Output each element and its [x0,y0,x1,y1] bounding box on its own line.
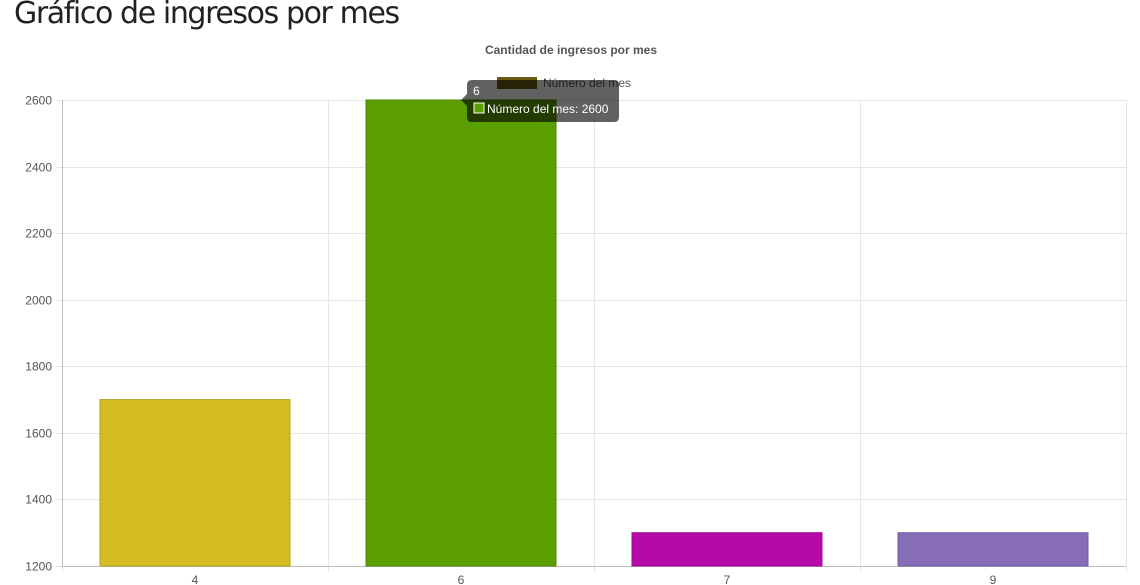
tooltip-background [461,80,619,122]
x-tick-label: 6 [458,573,465,585]
bar-4[interactable] [99,399,291,567]
bars-layer [99,99,1089,567]
chart-title: Cantidad de ingresos por mes [485,43,657,57]
tooltip-swatch [473,102,485,114]
tooltip: 6 Número del mes: 2600 [461,80,619,122]
y-tick-label: 1600 [25,427,52,441]
x-tick-label: 9 [990,573,997,585]
tooltip-label: Número del mes: 2600 [487,102,609,116]
x-tick-label: 7 [724,573,731,585]
y-tick-label: 2200 [25,227,52,241]
tooltip-title: 6 [473,84,480,98]
bar-6[interactable] [365,99,557,567]
y-tick-label: 1200 [25,560,52,574]
y-tick-label: 1400 [25,493,52,507]
labels-layer: 1200 1400 1600 1800 2000 2200 2400 2600 4 6 7 9 [25,94,996,585]
y-tick-label: 2400 [25,161,52,175]
bar-9[interactable] [897,532,1089,567]
page-title: Gráfico de ingresos por mes [14,0,400,31]
y-tick-label: 1800 [25,360,52,374]
y-tick-label: 2600 [25,94,52,108]
x-tick-label: 4 [192,573,199,585]
bar-7[interactable] [631,532,823,567]
y-tick-label: 2000 [25,294,52,308]
